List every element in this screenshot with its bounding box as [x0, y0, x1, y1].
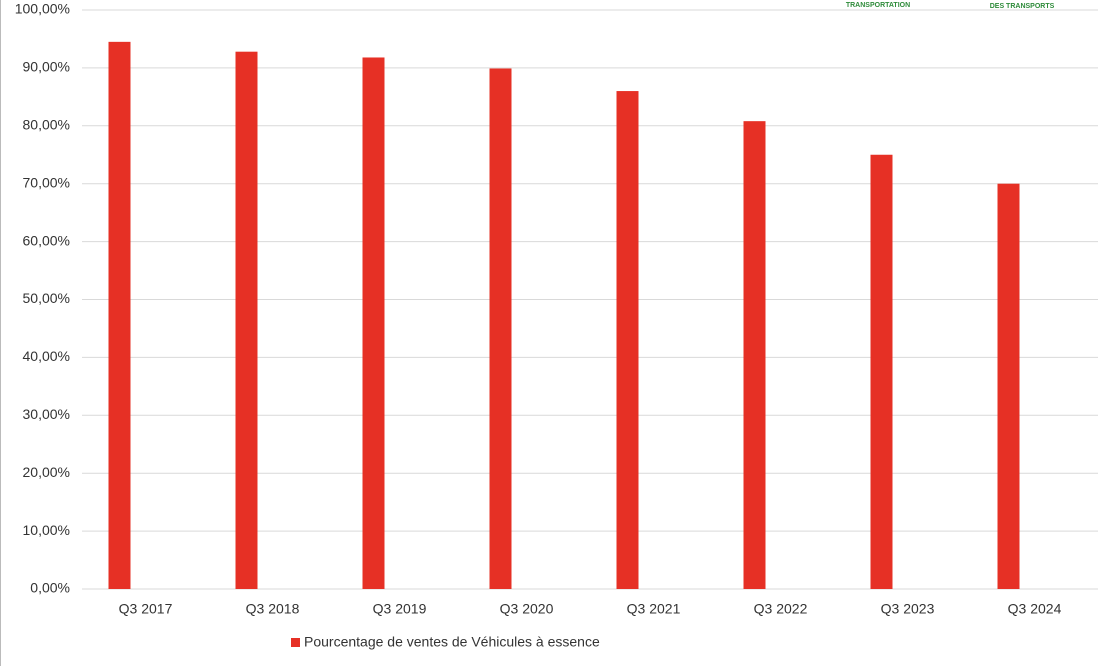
- bar: [108, 41, 131, 590]
- bar: [870, 154, 893, 589]
- y-tick-label: 60,00%: [23, 232, 70, 248]
- y-tick-label: 90,00%: [23, 59, 70, 75]
- y-tick-label: 20,00%: [23, 464, 70, 480]
- bar: [489, 68, 512, 589]
- x-tick-label: Q3 2017: [119, 601, 173, 617]
- x-tick-label: Q3 2020: [500, 601, 554, 617]
- y-tick-label: 50,00%: [23, 290, 70, 306]
- legend-swatch: [291, 638, 300, 647]
- bar: [743, 121, 766, 589]
- y-tick-label: 80,00%: [23, 117, 70, 133]
- legend-label: Pourcentage de ventes de Véhicules à ess…: [304, 634, 600, 650]
- y-tick-label: 0,00%: [30, 580, 70, 596]
- x-tick-label: Q3 2023: [881, 601, 935, 617]
- logo-text: DES TRANSPORTS: [990, 3, 1055, 10]
- bar: [997, 183, 1020, 589]
- bar: [616, 91, 639, 589]
- y-tick-label: 10,00%: [23, 522, 70, 538]
- x-tick-label: Q3 2021: [627, 601, 681, 617]
- x-tick-label: Q3 2024: [1008, 601, 1062, 617]
- y-tick-label: 40,00%: [23, 348, 70, 364]
- x-tick-label: Q3 2019: [373, 601, 427, 617]
- bar: [235, 51, 258, 590]
- x-tick-label: Q3 2018: [246, 601, 300, 617]
- bar: [362, 57, 385, 589]
- y-tick-label: 100,00%: [15, 1, 70, 17]
- y-tick-label: 30,00%: [23, 406, 70, 422]
- x-tick-label: Q3 2022: [754, 601, 808, 617]
- logo-text: TRANSPORTATION: [846, 2, 910, 9]
- y-tick-label: 70,00%: [23, 174, 70, 190]
